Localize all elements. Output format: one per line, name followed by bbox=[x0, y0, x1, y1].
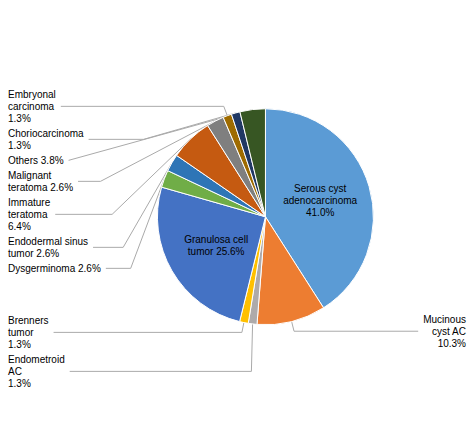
svg-text:Granulosa cell: Granulosa cell bbox=[184, 234, 248, 245]
svg-text:6.4%: 6.4% bbox=[8, 221, 31, 232]
svg-text:carcinoma: carcinoma bbox=[8, 101, 55, 112]
svg-text:Malignant: Malignant bbox=[8, 170, 52, 181]
svg-text:1.3%: 1.3% bbox=[8, 378, 31, 389]
svg-text:teratoma: teratoma bbox=[8, 209, 48, 220]
svg-text:Brenners: Brenners bbox=[8, 315, 49, 326]
svg-text:1.3%: 1.3% bbox=[8, 113, 31, 124]
svg-text:Mucinous: Mucinous bbox=[423, 314, 466, 325]
svg-text:tumor: tumor bbox=[8, 327, 34, 338]
svg-text:adenocarcinoma: adenocarcinoma bbox=[283, 195, 357, 206]
svg-text:Others 3.8%: Others 3.8% bbox=[8, 155, 64, 166]
svg-text:Endodermal sinus: Endodermal sinus bbox=[8, 236, 88, 247]
svg-text:Endometroid: Endometroid bbox=[8, 354, 65, 365]
svg-text:Choriocarcinoma: Choriocarcinoma bbox=[8, 128, 84, 139]
svg-text:tumor 25.6%: tumor 25.6% bbox=[188, 246, 245, 257]
svg-text:10.3%: 10.3% bbox=[438, 338, 466, 349]
svg-text:cyst AC: cyst AC bbox=[432, 326, 466, 337]
svg-text:Dysgerminoma 2.6%: Dysgerminoma 2.6% bbox=[8, 263, 101, 274]
svg-text:teratoma 2.6%: teratoma 2.6% bbox=[8, 182, 73, 193]
svg-text:1.3%: 1.3% bbox=[8, 140, 31, 151]
svg-text:41.0%: 41.0% bbox=[306, 207, 334, 218]
svg-text:tumor 2.6%: tumor 2.6% bbox=[8, 248, 59, 259]
svg-text:Serous cyst: Serous cyst bbox=[294, 183, 346, 194]
svg-text:Embryonal: Embryonal bbox=[8, 89, 56, 100]
svg-text:Immature: Immature bbox=[8, 197, 51, 208]
svg-text:AC: AC bbox=[8, 366, 22, 377]
svg-text:1.3%: 1.3% bbox=[8, 339, 31, 350]
